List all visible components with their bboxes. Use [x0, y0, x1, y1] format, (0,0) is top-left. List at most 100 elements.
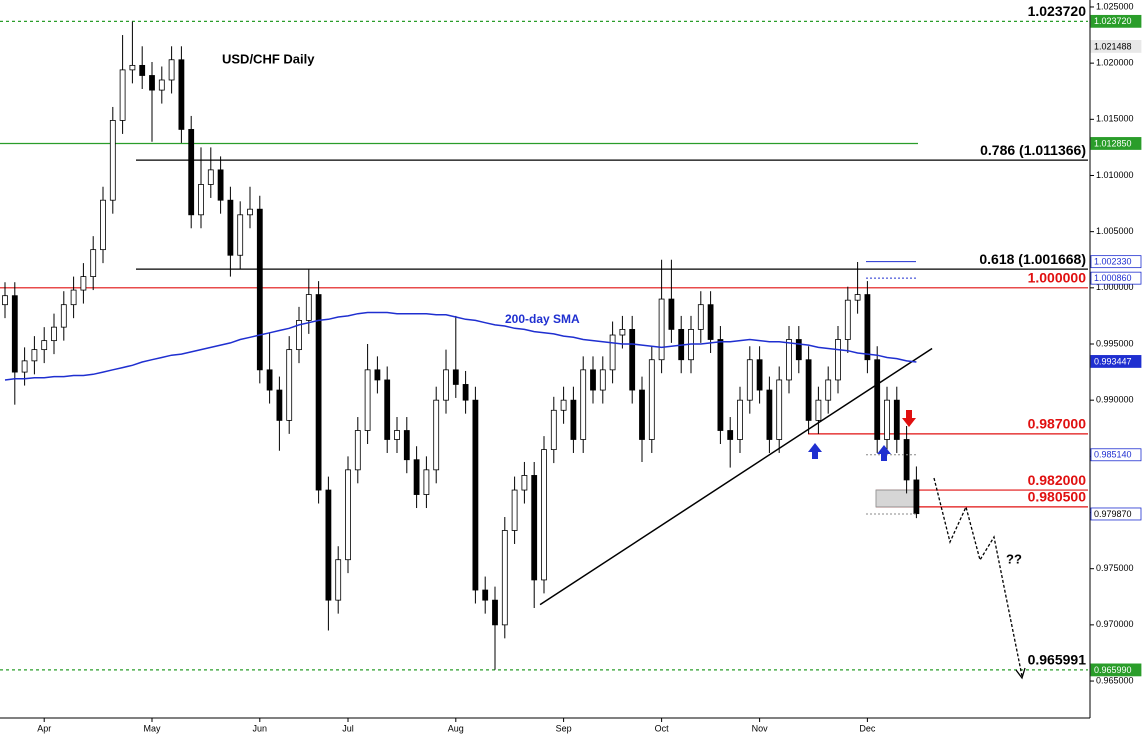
y-tick-label: 1.000000 — [1096, 282, 1134, 292]
candle-body — [423, 469, 430, 495]
candle-body — [119, 69, 126, 121]
price-box-label: 0.985140 — [1094, 450, 1132, 460]
candle-body — [893, 399, 900, 440]
candle-body — [590, 369, 596, 391]
candle-body — [60, 304, 67, 328]
candle-body — [756, 359, 763, 391]
candle-body — [237, 214, 244, 256]
price-box-label: 1.021488 — [1094, 41, 1132, 51]
level-label: 1.023720 — [1028, 3, 1087, 19]
y-tick-label: 0.990000 — [1096, 395, 1134, 405]
candle-body — [227, 199, 234, 256]
candle-body — [374, 369, 381, 381]
candle-body — [864, 294, 871, 361]
candle-body — [149, 75, 155, 91]
candle-body — [521, 475, 528, 491]
level-label: 0.980500 — [1028, 489, 1087, 505]
candle-body — [90, 249, 97, 277]
candle-body — [609, 334, 616, 371]
level-label: 0.618 (1.001668) — [979, 251, 1086, 267]
y-tick-label: 0.965000 — [1096, 675, 1134, 685]
y-tick-label: 1.005000 — [1096, 226, 1134, 236]
trendline — [539, 347, 933, 606]
x-tick-label: Dec — [859, 723, 876, 733]
candle-body — [217, 169, 224, 201]
candle-body — [648, 359, 655, 440]
y-tick-label: 1.015000 — [1096, 114, 1134, 124]
y-tick-label: 0.970000 — [1096, 619, 1134, 629]
candle-body — [158, 79, 165, 91]
candle-body — [874, 359, 881, 440]
candle-body — [805, 359, 812, 421]
candle-body — [795, 339, 802, 361]
candle-body — [2, 295, 8, 306]
sma-label: 200-day SMA — [505, 312, 580, 326]
candle-body — [70, 289, 77, 306]
candle-body — [207, 169, 214, 185]
candle-body — [452, 369, 459, 385]
candle-body — [482, 589, 489, 601]
candle-body — [492, 599, 498, 626]
candle-body — [658, 298, 665, 361]
candle-body — [580, 369, 587, 440]
level-label: 1.000000 — [1028, 270, 1087, 286]
candle-body — [198, 184, 204, 216]
candle-body — [854, 294, 861, 301]
price-box — [1090, 507, 1142, 521]
support-zone — [875, 489, 919, 508]
candle-body — [629, 328, 636, 391]
candle-body — [31, 349, 38, 362]
sma-line — [4, 311, 917, 381]
price-box — [1090, 271, 1142, 285]
candle-body — [256, 208, 263, 371]
candle-body — [345, 469, 351, 561]
candle-body — [639, 389, 645, 440]
candle-body — [776, 379, 783, 440]
price-box-label: 0.965990 — [1094, 665, 1132, 675]
candle-body — [51, 326, 57, 342]
price-box — [1090, 663, 1142, 677]
price-box — [1090, 40, 1142, 53]
candle-body — [403, 430, 410, 461]
candle-body — [472, 399, 479, 591]
candle-body — [697, 304, 704, 330]
forecast-arrowhead — [1015, 667, 1026, 680]
candle-body — [766, 389, 773, 440]
price-box — [1090, 448, 1142, 462]
price-box-label: 1.002330 — [1094, 257, 1132, 267]
candle-body — [109, 120, 116, 201]
candle-body — [394, 430, 400, 440]
candle-body — [903, 439, 910, 481]
candle-body — [247, 208, 253, 216]
candle-body — [266, 369, 273, 391]
x-tick-label: Oct — [655, 723, 670, 733]
candle-body — [531, 475, 538, 581]
candle-body — [884, 399, 890, 440]
candle-body — [541, 449, 547, 581]
candle-body — [560, 399, 567, 411]
candle-body — [354, 430, 361, 471]
x-tick-label: Jul — [342, 723, 354, 733]
x-tick-label: Apr — [37, 723, 51, 733]
candle-body — [335, 559, 342, 601]
sell-arrow — [902, 410, 916, 427]
x-tick-label: May — [143, 723, 161, 733]
candle-body — [139, 64, 146, 76]
candle-body — [305, 294, 312, 321]
candle-body — [462, 384, 469, 401]
candle-body — [511, 489, 518, 531]
candle-body — [825, 379, 832, 401]
candle-body — [727, 430, 734, 440]
y-tick-label: 0.995000 — [1096, 338, 1134, 348]
level-label: 0.786 (1.011366) — [980, 142, 1086, 158]
y-tick-label: 1.010000 — [1096, 170, 1134, 180]
candle-body — [384, 379, 391, 440]
candle-body — [325, 489, 332, 601]
y-tick-label: 1.025000 — [1096, 1, 1134, 11]
candle-body — [178, 59, 185, 130]
price-box — [1090, 355, 1142, 368]
y-tick-label: 1.020000 — [1096, 58, 1134, 68]
